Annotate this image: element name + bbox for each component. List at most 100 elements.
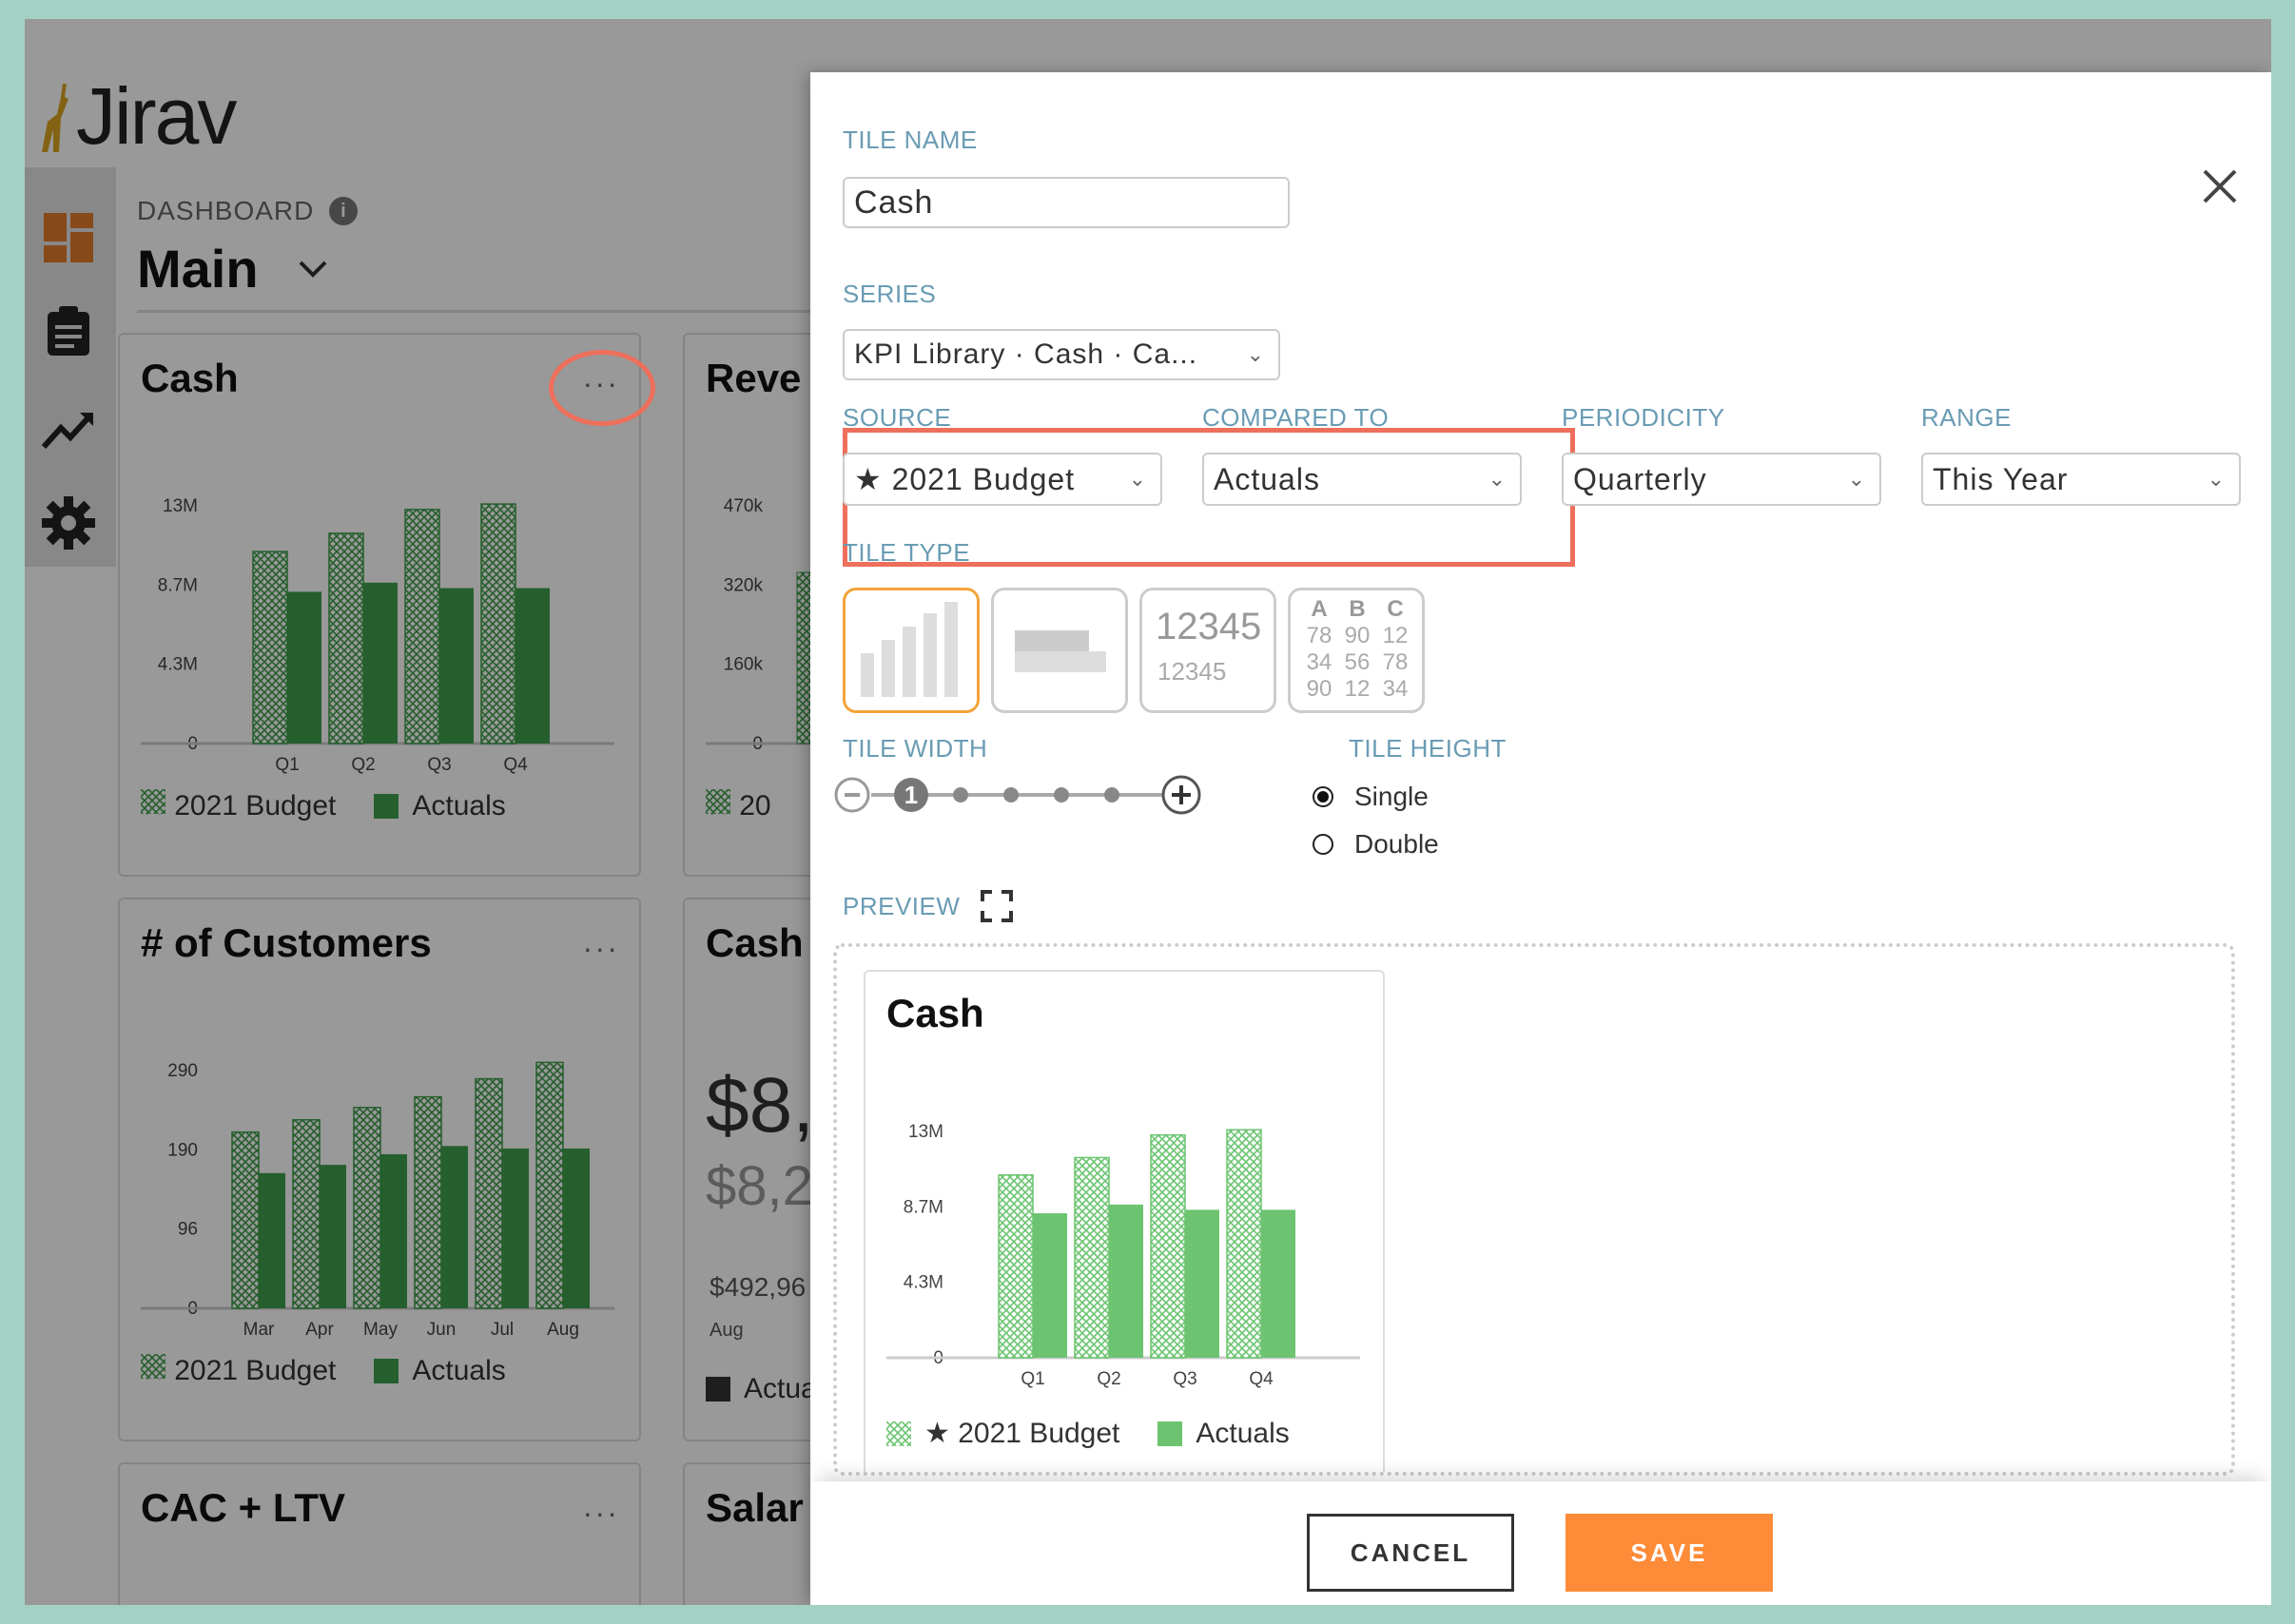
more-options-button[interactable]: ... xyxy=(583,924,620,958)
preview-label: PREVIEW xyxy=(843,891,961,920)
bar-actuals[interactable] xyxy=(1185,1209,1219,1358)
horizontal-bar-icon xyxy=(1015,630,1106,672)
sidebar xyxy=(25,167,116,567)
bar-actuals[interactable] xyxy=(259,1172,285,1308)
jirav-logo[interactable]: Jirav xyxy=(38,51,237,156)
close-button[interactable] xyxy=(2193,160,2246,213)
x-tick-label: Q2 xyxy=(351,755,375,775)
periodicity-select[interactable]: Quarterly ⌄ xyxy=(1562,453,1881,506)
number-small: 12345 xyxy=(1157,657,1227,686)
chevron-down-icon: ⌄ xyxy=(2207,467,2226,491)
table-cell: 56 xyxy=(1344,649,1371,675)
dashboard-icon[interactable] xyxy=(42,211,95,264)
chevron-down-icon: ⌄ xyxy=(1128,467,1147,491)
bar-budget[interactable] xyxy=(998,1174,1034,1359)
tile-type-label: TILE TYPE xyxy=(843,538,971,567)
gear-icon[interactable] xyxy=(42,496,95,550)
bar-budget[interactable] xyxy=(252,551,288,744)
legend-swatch-actuals xyxy=(374,793,399,819)
save-button[interactable]: SAVE xyxy=(1566,1514,1773,1592)
bar-budget[interactable] xyxy=(475,1077,503,1309)
dashboard-label-text: DASHBOARD xyxy=(137,196,315,225)
dashboard-title[interactable]: Main xyxy=(137,238,329,300)
bar-actuals[interactable] xyxy=(363,582,398,744)
tile-name-input[interactable]: Cash xyxy=(843,177,1290,228)
tile-height-double[interactable]: Double xyxy=(1313,829,1439,860)
chart-legend: ★ 2021 Budget Actuals xyxy=(141,789,506,822)
clipboard-icon[interactable] xyxy=(42,304,95,358)
radio-label: Single xyxy=(1354,782,1429,811)
source-value: ★ 2021 Budget xyxy=(854,462,1076,496)
bar-actuals[interactable] xyxy=(1109,1204,1143,1358)
bar-budget[interactable] xyxy=(292,1118,321,1309)
trend-chart-icon[interactable] xyxy=(42,405,95,458)
chevron-down-icon[interactable] xyxy=(297,259,329,280)
bar-actuals[interactable] xyxy=(380,1153,407,1308)
radio-unchecked[interactable] xyxy=(1313,834,1333,855)
tile-type-table[interactable]: A B C 78 90 12 34 56 78 90 12 34 xyxy=(1288,588,1425,713)
legend-swatch-actuals xyxy=(1157,1421,1183,1446)
bar-actuals[interactable] xyxy=(515,588,550,744)
bar-actuals[interactable] xyxy=(441,1146,468,1308)
legend-swatch-actuals xyxy=(374,1358,399,1383)
customers-card[interactable]: # of Customers ... 096190290MarAprMayJun… xyxy=(118,898,641,1441)
source-select[interactable]: ★ 2021 Budget ⌄ xyxy=(843,453,1162,506)
cac-ltv-card[interactable]: CAC + LTV ... xyxy=(118,1462,641,1605)
plus-icon[interactable] xyxy=(1160,774,1202,816)
tile-type-horizontal-bar[interactable] xyxy=(991,588,1128,713)
table-preview: A B C 78 90 12 34 56 78 90 12 34 xyxy=(1300,596,1414,703)
y-tick-label: 190 xyxy=(167,1140,198,1160)
bar-budget[interactable] xyxy=(414,1095,442,1309)
table-head: A xyxy=(1311,596,1328,622)
bar-budget[interactable] xyxy=(231,1131,260,1309)
bar-actuals[interactable] xyxy=(563,1148,590,1308)
bar-actuals[interactable] xyxy=(502,1148,529,1308)
tile-width-stepper[interactable]: 1 xyxy=(833,766,1204,823)
tile-type-bar-chart[interactable] xyxy=(843,588,980,713)
tile-type-number[interactable]: 12345 12345 xyxy=(1139,588,1276,713)
table-cell: 12 xyxy=(1344,676,1371,702)
card-title: Cash xyxy=(141,356,239,400)
series-select[interactable]: KPI Library · Cash · Ca... ⌄ xyxy=(843,329,1280,380)
bar-actuals[interactable] xyxy=(320,1165,346,1308)
width-value-knob[interactable]: 1 xyxy=(894,778,928,812)
tile-name-label: TILE NAME xyxy=(843,126,978,154)
table-head: C xyxy=(1387,596,1404,622)
legend-swatch-budget xyxy=(141,1354,165,1379)
kpi-compare-value: $8,2 xyxy=(706,1155,813,1217)
compared-to-select[interactable]: Actuals ⌄ xyxy=(1202,453,1522,506)
table-cell: 34 xyxy=(1382,676,1409,702)
cancel-button[interactable]: CANCEL xyxy=(1307,1514,1514,1592)
card-title: CAC + LTV xyxy=(141,1485,346,1530)
tile-height-single[interactable]: Single xyxy=(1313,782,1429,812)
chevron-down-icon: ⌄ xyxy=(1847,467,1866,491)
y-tick-label: 4.3M xyxy=(904,1273,943,1293)
chart-legend: ★ 2021 Budget Actuals xyxy=(886,1417,1290,1450)
bar-actuals[interactable] xyxy=(1033,1213,1067,1358)
bar-budget[interactable] xyxy=(480,503,516,744)
bar-budget[interactable] xyxy=(1150,1133,1186,1359)
more-options-button[interactable]: ... xyxy=(583,1489,620,1523)
bar-budget[interactable] xyxy=(1226,1129,1262,1359)
dashboard-title-text: Main xyxy=(137,239,259,299)
bar-actuals[interactable] xyxy=(287,591,321,744)
bar-budget[interactable] xyxy=(1074,1156,1110,1359)
bar-actuals[interactable] xyxy=(439,588,474,744)
expand-icon[interactable] xyxy=(981,890,1014,922)
close-icon xyxy=(2203,169,2237,203)
x-tick-label: May xyxy=(363,1320,398,1340)
x-tick-label: Jun xyxy=(427,1320,457,1340)
series-value: KPI Library · Cash · Ca... xyxy=(854,338,1198,370)
minus-icon[interactable] xyxy=(833,776,871,814)
range-select[interactable]: This Year ⌄ xyxy=(1921,453,2241,506)
bar-actuals[interactable] xyxy=(1261,1209,1295,1358)
x-tick-label: Q3 xyxy=(1173,1369,1196,1389)
info-icon[interactable]: i xyxy=(329,197,359,225)
y-tick-label: 8.7M xyxy=(158,575,198,595)
kpi-value: $8, xyxy=(706,1062,814,1149)
radio-checked[interactable] xyxy=(1313,786,1333,807)
bar-budget[interactable] xyxy=(535,1061,564,1309)
